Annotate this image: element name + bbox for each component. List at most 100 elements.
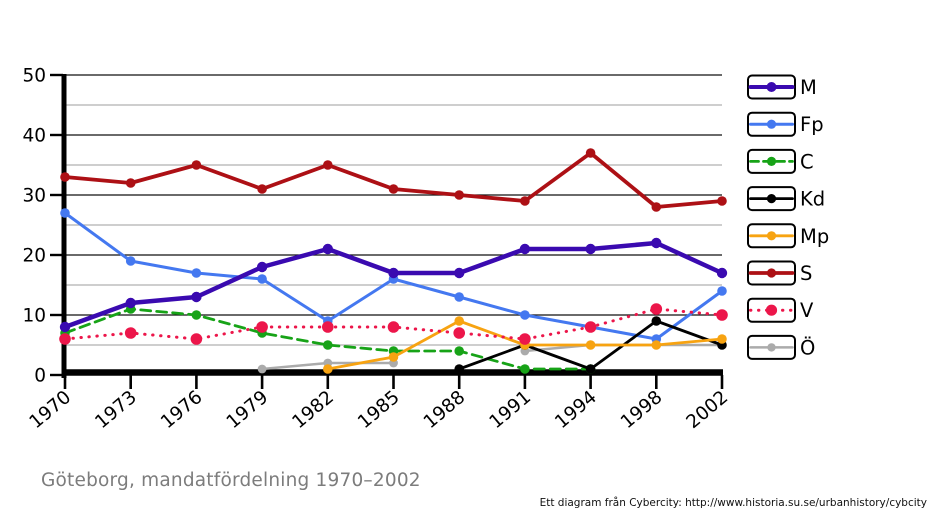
data-point-V [124,327,137,339]
data-point-M [322,243,333,255]
x-tick-label: 1976 [157,387,207,433]
legend-label: S [800,262,812,285]
legend-swatch-dot [766,194,777,204]
data-point-M [256,261,268,273]
y-tick-label: 20 [22,246,46,267]
data-point-C [323,340,333,350]
data-point-Mp [388,352,399,362]
series-V [59,303,728,345]
legend-swatch-dot [766,119,777,129]
data-point-M [191,291,202,303]
data-point-V [256,321,268,333]
x-tick-label: 1973 [91,387,141,433]
data-point-Kd [454,364,465,374]
data-point-M [651,237,662,249]
data-point-S [520,196,530,206]
x-axis-labels: 1970 1973 1976 1979 1982 1985 1988 1991 1994 1998… [26,387,733,433]
data-point-Fp [60,208,70,218]
x-tick-label: 1985 [354,387,404,433]
data-point-V [190,333,203,345]
data-point-Mp [651,340,662,350]
data-point-M [454,267,465,279]
data-point-S [125,178,136,188]
legend-item-M: M [747,74,817,100]
data-point-M [519,243,531,255]
y-axis-labels: 0 10 20 30 40 50 [22,66,46,387]
data-point-V [387,321,400,333]
data-point-Kd [651,316,662,326]
data-point-Fp [520,310,530,320]
legend-label: M [800,76,817,99]
x-tick-label: 1991 [486,387,536,433]
x-tick-label: 1982 [288,387,338,433]
x-tick-label: 1979 [223,387,273,433]
y-tick-label: 50 [22,66,46,87]
legend-label: C [800,150,814,173]
series-S [60,148,727,212]
data-point-S [388,184,399,194]
x-tick-label: 1994 [551,387,601,433]
legend-swatch-dot [766,268,777,278]
data-point-S [585,148,596,158]
x-tick-label: 1988 [420,387,470,433]
legend-swatch-dot [765,304,778,316]
data-point-Mp [323,364,333,374]
data-point-M [125,297,136,309]
data-point-Fp [454,292,465,302]
legend-item-Kd: Kd [747,186,825,212]
legend: M Fp C Kd Mp SVÖ [747,74,829,360]
data-point-M [388,267,399,279]
data-point-C [191,310,202,320]
legend-item-Fp: Fp [747,111,824,137]
data-point-V [322,321,334,333]
data-point-Ö [257,364,267,374]
legend-item-C: C [747,148,814,174]
y-axis-ticks [50,73,63,377]
legend-label: Kd [800,188,825,211]
data-point-S [257,184,267,194]
data-point-S [323,160,333,170]
data-point-Fp [257,274,267,284]
chart-title: Göteborg, mandatfördelning 1970–2002 [41,470,421,491]
data-point-V [716,309,728,321]
x-tick-label: 1970 [26,387,76,433]
x-tick-label: 2002 [683,387,733,433]
data-point-V [584,321,597,333]
x-axis-ticks [63,375,724,389]
legend-label: V [800,299,814,322]
gridlines-major [64,74,722,316]
legend-item-S: S [747,260,812,286]
data-point-V [59,333,71,345]
legend-item-V: V [747,297,814,323]
data-point-S [60,172,70,182]
data-point-Mp [454,316,465,326]
x-tick-label: 1998 [617,387,667,433]
data-point-Mp [585,340,596,350]
data-point-C [454,346,465,356]
data-point-S [717,196,727,206]
legend-swatch-dot [766,82,777,92]
data-point-M [585,243,596,255]
legend-swatch-dot [767,343,776,352]
data-series [59,148,728,374]
data-point-V [519,333,531,345]
series-line-V [63,307,724,341]
data-point-Fp [717,286,727,296]
data-point-C [520,364,530,374]
legend-swatch-dot [766,156,777,166]
data-point-M [716,267,728,279]
legend-label: Ö [800,336,815,359]
legend-item-Mp: Mp [747,223,829,249]
data-point-S [454,190,465,200]
data-point-V [453,327,466,339]
series-Kd [454,316,727,374]
data-point-Kd [585,364,596,374]
legend-item-Ö: Ö [747,334,815,360]
gridlines-minor [64,104,722,346]
data-point-Fp [125,256,136,266]
data-point-V [650,303,663,315]
series-line-S [63,151,724,209]
y-tick-label: 30 [22,186,46,207]
